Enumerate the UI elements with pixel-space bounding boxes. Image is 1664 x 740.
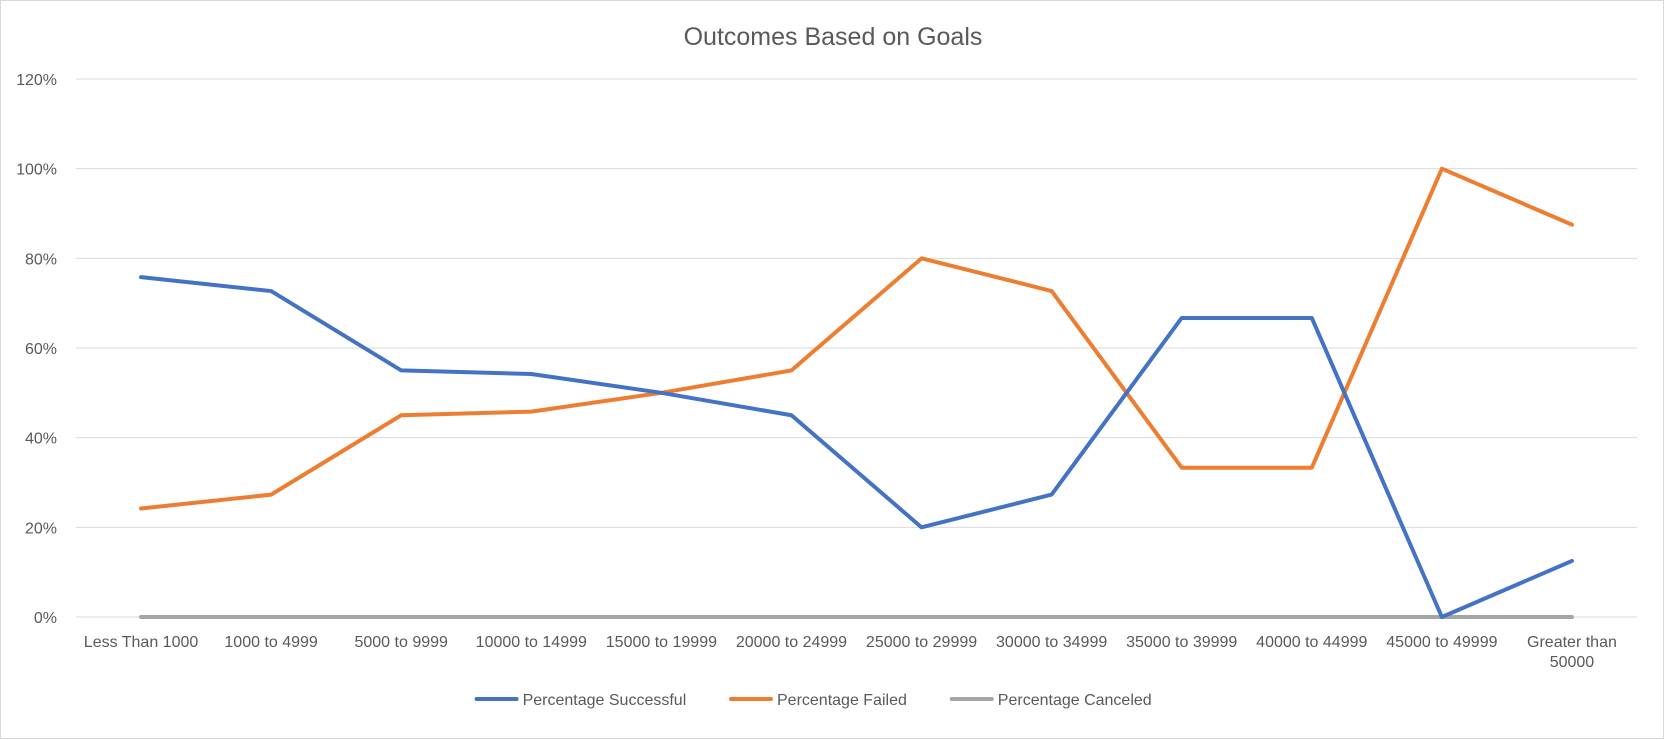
x-tick-label: 40000 to 44999 <box>1256 634 1367 651</box>
y-axis-labels: 0% 20% 40% 60% 80% 100% 120% <box>16 72 57 627</box>
x-tick-label: 25000 to 29999 <box>866 634 977 651</box>
y-tick-label: 60% <box>25 341 57 358</box>
chart-title: Outcomes Based on Goals <box>684 23 983 51</box>
x-axis-labels: Less Than 1000 1000 to 4999 5000 to 9999 10… <box>84 634 1617 671</box>
x-tick-label: 30000 to 34999 <box>996 634 1107 651</box>
legend-label-percentage-successful: Percentage Successful <box>523 692 687 709</box>
x-tick-label: 45000 to 49999 <box>1386 634 1497 651</box>
x-tick-label: Greater than 50000 <box>1527 634 1617 671</box>
x-tick-label: 20000 to 24999 <box>736 634 847 651</box>
x-tick-label: 15000 to 19999 <box>606 634 717 651</box>
y-tick-label: 100% <box>16 162 57 179</box>
x-tick-label: Less Than 1000 <box>84 634 199 651</box>
y-tick-label: 20% <box>25 520 57 537</box>
x-tick-label: 1000 to 4999 <box>224 634 318 651</box>
series-lines <box>139 166 1574 619</box>
series-line-percentage-successful <box>139 275 1574 619</box>
y-tick-label: 40% <box>25 431 57 448</box>
y-tick-label: 120% <box>16 72 57 89</box>
series-line-percentage-failed <box>139 166 1574 511</box>
y-tick-label: 80% <box>25 251 57 268</box>
x-tick-label: 10000 to 14999 <box>476 634 587 651</box>
y-tick-label: 0% <box>34 610 57 627</box>
legend: Percentage Successful Percentage Failed Pe… <box>474 692 1152 709</box>
x-tick-label: 5000 to 9999 <box>354 634 448 651</box>
legend-label-percentage-canceled: Percentage Canceled <box>998 692 1152 709</box>
x-tick-label: 35000 to 39999 <box>1126 634 1237 651</box>
legend-label-percentage-failed: Percentage Failed <box>777 692 907 709</box>
gridlines <box>76 78 1637 618</box>
